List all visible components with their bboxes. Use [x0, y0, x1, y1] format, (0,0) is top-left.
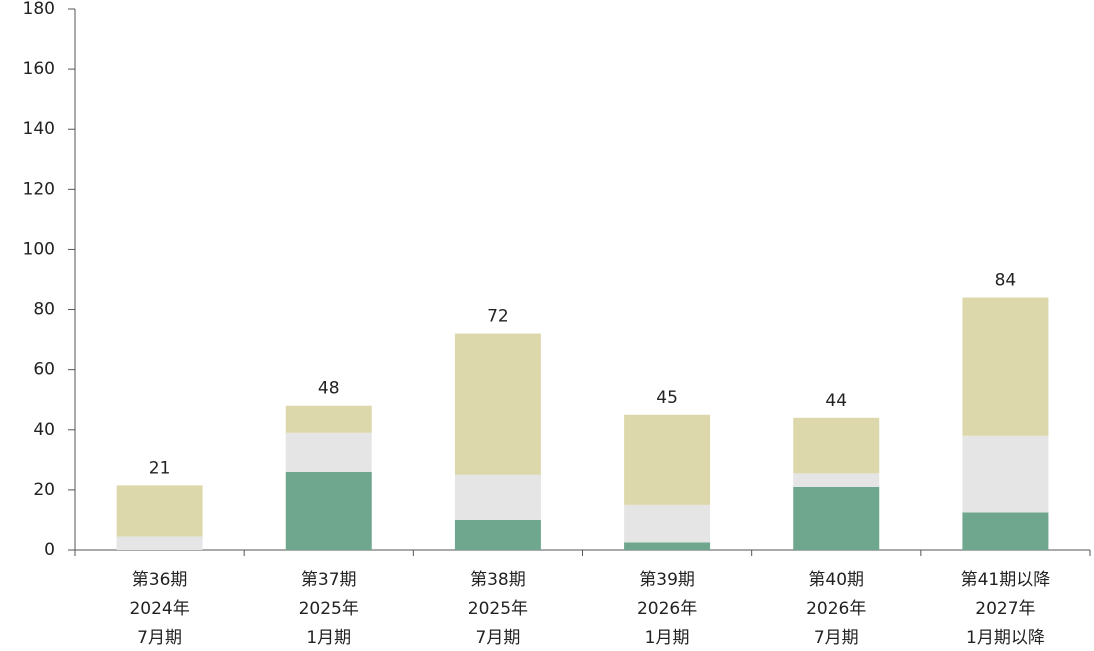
- total-label: 44: [825, 391, 847, 411]
- x-tick-label: 第39期: [639, 570, 695, 590]
- y-tick-label: 0: [44, 540, 55, 560]
- y-tick-label: 60: [33, 360, 55, 380]
- y-tick-label: 180: [23, 0, 55, 19]
- total-label: 48: [318, 379, 340, 399]
- total-label: 21: [149, 458, 171, 478]
- bar-segment: [454, 333, 541, 475]
- x-tick-label: 第40期: [808, 570, 864, 590]
- x-tick-label: 1月期以降: [966, 628, 1045, 648]
- y-tick-label: 160: [23, 59, 55, 79]
- x-tick-label: 第37期: [301, 570, 357, 590]
- bar-segment: [454, 519, 541, 550]
- total-label: 72: [487, 307, 509, 327]
- x-tick-label: 7月期: [814, 628, 859, 648]
- y-tick-label: 140: [23, 119, 55, 139]
- bar-segment: [454, 474, 541, 520]
- x-tick-label: 2026年: [637, 599, 697, 619]
- x-tick-label: 7月期: [476, 628, 521, 648]
- bar-segment: [285, 471, 372, 550]
- y-tick-label: 100: [23, 239, 55, 259]
- bar-segment: [624, 414, 711, 505]
- bar-segment: [793, 486, 880, 550]
- x-tick-label: 第38期: [470, 570, 526, 590]
- x-tick-label: 2025年: [468, 599, 528, 619]
- total-label: 84: [995, 271, 1017, 291]
- x-tick-label: 7月期: [137, 628, 182, 648]
- bar-segment: [962, 435, 1049, 513]
- bar-segment: [962, 297, 1049, 436]
- x-tick-label: 1月期: [645, 628, 690, 648]
- bar-segment: [285, 432, 372, 472]
- y-tick-label: 40: [33, 420, 55, 440]
- bar-segment: [116, 536, 203, 550]
- x-tick-label: 2025年: [299, 599, 359, 619]
- y-tick-label: 80: [33, 300, 55, 320]
- x-tick-label: 2027年: [975, 599, 1035, 619]
- x-tick-label: 1月期: [306, 628, 351, 648]
- total-label: 45: [656, 388, 678, 408]
- x-tick-label: 第41期以降: [961, 570, 1051, 590]
- x-tick-label: 2024年: [129, 599, 189, 619]
- bar-segment: [285, 405, 372, 433]
- y-tick-label: 20: [33, 480, 55, 500]
- bar-segment: [624, 504, 711, 543]
- x-tick-label: 2026年: [806, 599, 866, 619]
- y-tick-label: 120: [23, 179, 55, 199]
- bar-segment: [793, 473, 880, 487]
- bar-segment: [793, 417, 880, 474]
- x-tick-label: 第36期: [132, 570, 188, 590]
- bar-segment: [624, 542, 711, 550]
- bar-segment: [962, 512, 1049, 550]
- bar-segment: [116, 485, 203, 537]
